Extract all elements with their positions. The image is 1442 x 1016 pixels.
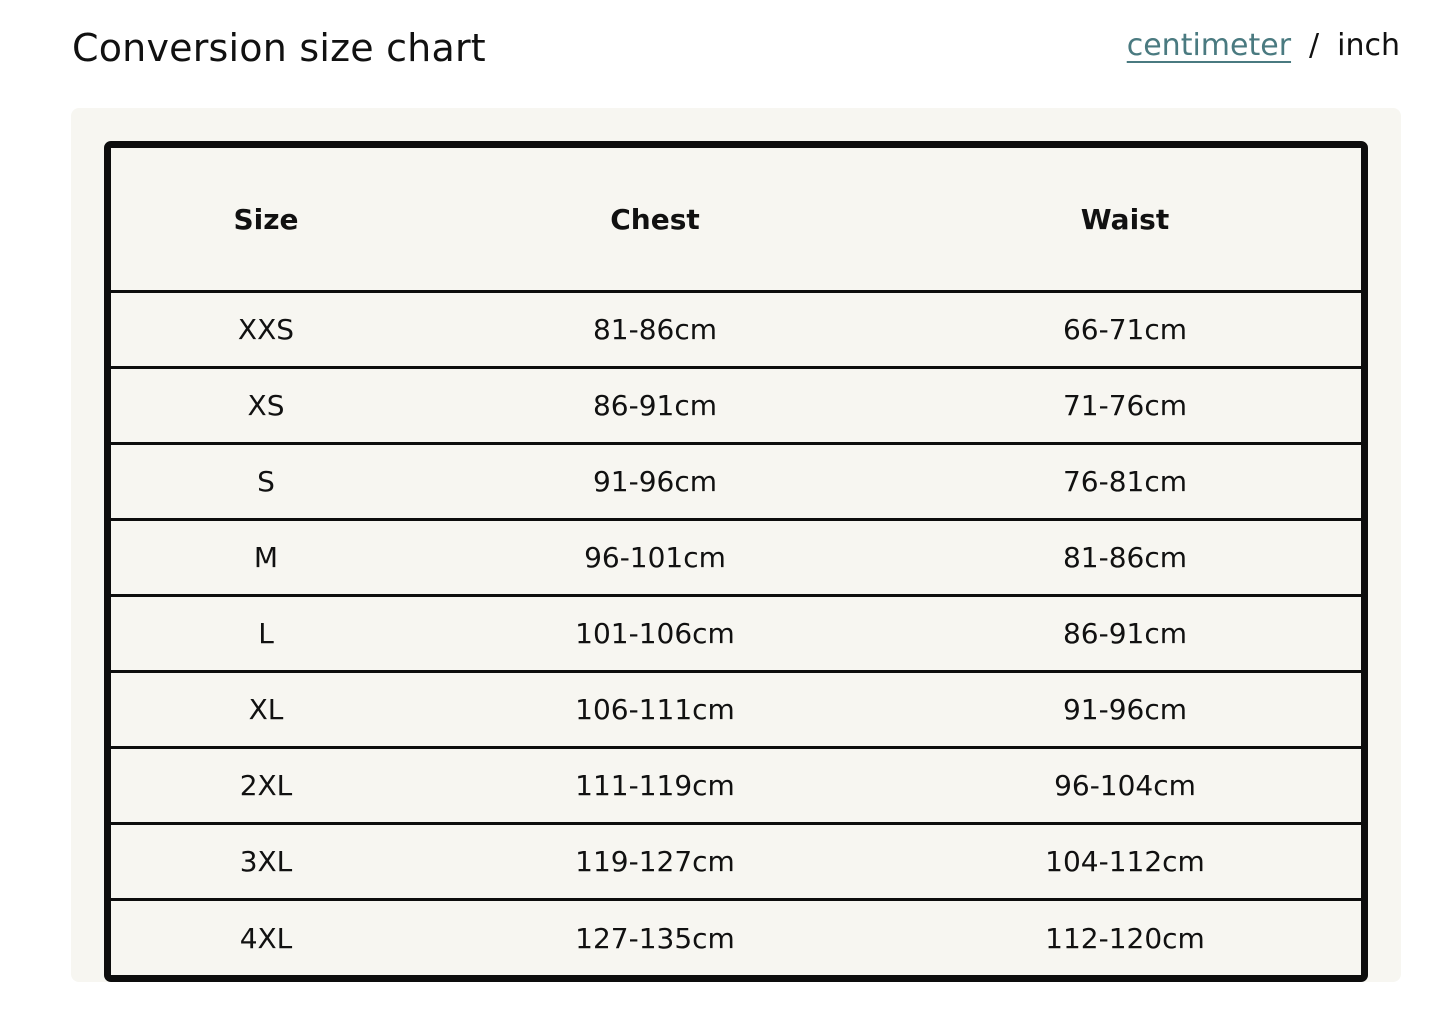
cell-waist: 71-76cm	[889, 367, 1361, 445]
cell-chest: 96-101cm	[421, 519, 889, 597]
cell-size: XS	[111, 367, 421, 445]
table-row: M 96-101cm 81-86cm	[111, 519, 1361, 597]
table-row: 4XL 127-135cm 112-120cm	[111, 900, 1361, 976]
cell-waist: 81-86cm	[889, 519, 1361, 597]
cell-size: L	[111, 595, 421, 673]
table-row: 2XL 111-119cm 96-104cm	[111, 747, 1361, 825]
table-row: 3XL 119-127cm 104-112cm	[111, 823, 1361, 901]
cell-chest: 119-127cm	[421, 823, 889, 901]
table-row: S 91-96cm 76-81cm	[111, 443, 1361, 521]
column-header-chest: Chest	[421, 148, 889, 293]
page-title: Conversion size chart	[72, 26, 486, 70]
cell-chest: 106-111cm	[421, 671, 889, 749]
size-table-frame: Size Chest Waist XXS 81-86cm 66-71cm XS 86-91c…	[104, 141, 1368, 982]
cell-waist: 112-120cm	[1045, 921, 1205, 955]
cell-size: M	[111, 519, 421, 597]
cell-waist: 86-91cm	[889, 595, 1361, 673]
cell-waist: 66-71cm	[889, 291, 1361, 369]
cell-chest: 111-119cm	[421, 747, 889, 825]
cell-size: XXS	[111, 291, 421, 369]
cell-size: 4XL	[239, 921, 293, 955]
cell-size: 3XL	[111, 823, 421, 901]
column-header-waist: Waist	[889, 148, 1361, 293]
cell-chest: 81-86cm	[421, 291, 889, 369]
cell-size: 2XL	[111, 747, 421, 825]
cell-chest: 101-106cm	[421, 595, 889, 673]
unit-separator: /	[1309, 28, 1320, 63]
column-header-size: Size	[111, 148, 421, 293]
cell-waist: 104-112cm	[889, 823, 1361, 901]
table-row: L 101-106cm 86-91cm	[111, 595, 1361, 673]
cell-size: XL	[111, 671, 421, 749]
inch-link[interactable]: inch	[1337, 28, 1400, 63]
table-row: XL 106-111cm 91-96cm	[111, 671, 1361, 749]
cell-waist: 76-81cm	[889, 443, 1361, 521]
size-chart-panel: Size Chest Waist XXS 81-86cm 66-71cm XS 86-91c…	[71, 108, 1401, 982]
table-row: XXS 81-86cm 66-71cm	[111, 291, 1361, 369]
size-table: Size Chest Waist XXS 81-86cm 66-71cm XS 86-91c…	[111, 148, 1361, 975]
centimeter-link[interactable]: centimeter	[1126, 28, 1292, 63]
table-header-row: Size Chest Waist	[111, 148, 1361, 293]
cell-waist: 96-104cm	[889, 747, 1361, 825]
cell-size: S	[111, 443, 421, 521]
cell-chest: 127-135cm	[575, 921, 735, 955]
cell-waist: 91-96cm	[889, 671, 1361, 749]
unit-toggle: centimeter / inch	[1127, 28, 1400, 63]
cell-chest: 86-91cm	[421, 367, 889, 445]
cell-chest: 91-96cm	[421, 443, 889, 521]
table-row: XS 86-91cm 71-76cm	[111, 367, 1361, 445]
